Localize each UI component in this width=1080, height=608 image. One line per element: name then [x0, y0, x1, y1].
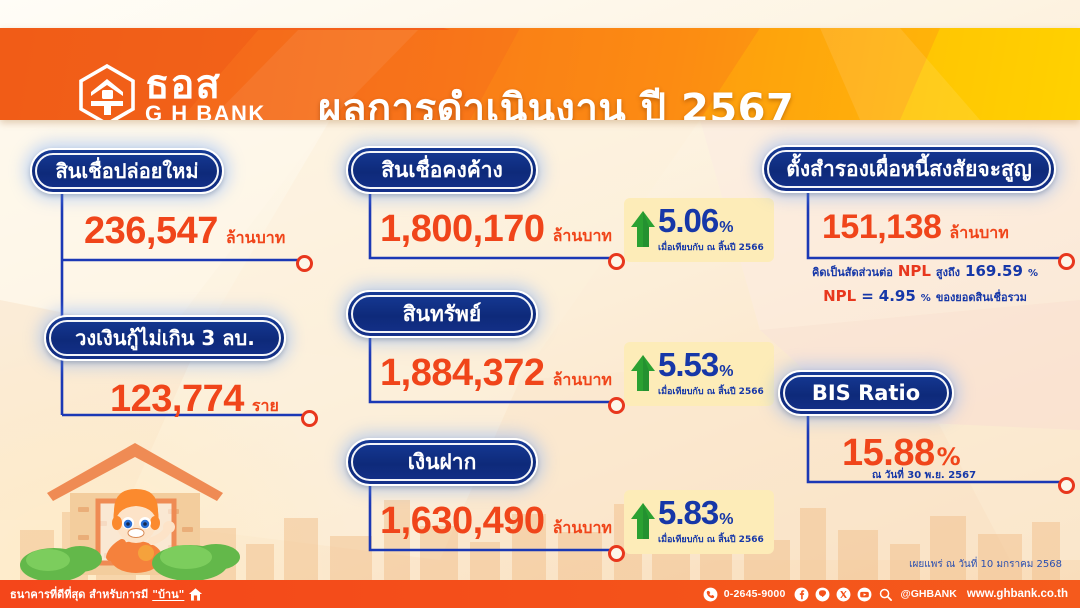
growth-value: 5.83 [658, 494, 719, 531]
metric-value-assets: 1,884,372 ล้านบาท [380, 352, 612, 395]
metric-label-doubtful-debt-provision[interactable]: ตั้งสำรองเผื่อหนี้สงสัยจะสูญ [762, 145, 1056, 193]
metric-number: 15.88 [842, 432, 935, 474]
npl-keyword: NPL [897, 262, 931, 280]
npl-note-mid: สูงถึง [935, 266, 961, 279]
metric-label-text: สินเชื่อคงค้าง [381, 157, 503, 182]
connector-dot-outstanding [608, 253, 625, 270]
header-roof-accent [150, 28, 450, 30]
growth-badge-outstanding-loans: 5.06 % เมื่อเทียบกับ ณ สิ้นปี 2566 [624, 198, 774, 262]
metric-unit: ราย [251, 396, 279, 415]
mascot-house-illustration [20, 443, 240, 580]
connector-dot-bis [1058, 477, 1075, 494]
growth-badge-assets: 5.53 % เมื่อเทียบกับ ณ สิ้นปี 2566 [624, 342, 774, 406]
growth-comparison-note: เมื่อเทียบกับ ณ สิ้นปี 2566 [658, 243, 764, 253]
metric-unit: ล้านบาท [225, 228, 286, 247]
growth-comparison-note: เมื่อเทียบกับ ณ สิ้นปี 2566 [658, 387, 764, 397]
x-icon[interactable] [836, 587, 851, 602]
metric-label-new-loans[interactable]: สินเชื่อปล่อยใหม่ [30, 148, 224, 194]
metric-label-text: วงเงินกู้ไม่เกิน 3 ลบ. [75, 326, 255, 350]
npl-share-percent: % [920, 293, 931, 304]
footer-slogan-prefix: ธนาคารที่ดีที่สุด สำหรับการมี [10, 588, 149, 601]
growth-value: 5.06 [658, 202, 719, 239]
line-icon[interactable] [815, 587, 830, 602]
growth-badge-deposits: 5.83 % เมื่อเทียบกับ ณ สิ้นปี 2566 [624, 490, 774, 554]
footer-website[interactable]: www.ghbank.co.th [966, 588, 1068, 600]
npl-ratio-percent: % [1027, 268, 1038, 279]
header-polygons [0, 28, 1080, 120]
metric-value-new-loans: 236,547 ล้านบาท [84, 210, 285, 253]
footer-slogan: ธนาคารที่ดีที่สุด สำหรับการมี "บ้าน" [10, 585, 203, 603]
bis-ratio-as-of-note: ณ วันที่ 30 พ.ย. 2567 [872, 470, 977, 481]
metric-number: 1,884,372 [380, 352, 545, 394]
metric-label-loan-under-3m[interactable]: วงเงินกู้ไม่เกิน 3 ลบ. [44, 315, 286, 361]
npl-share-row: NPL = 4.95 % ของยอดสินเชื่อรวม [800, 287, 1050, 306]
connector-dot-new-loans [296, 255, 313, 272]
metric-unit: % [936, 443, 961, 471]
metric-value-loan-under-3m: 123,774 ราย [110, 378, 279, 421]
arrow-up-icon [631, 211, 655, 247]
connector-dot-deposits [608, 545, 625, 562]
metric-unit: ล้านบาท [552, 226, 612, 245]
npl-ratio-row: คิดเป็นสัดส่วนต่อ NPL สูงถึง 169.59 % [800, 262, 1050, 281]
metric-number: 123,774 [110, 378, 244, 420]
metric-value-bis-ratio: 15.88 % [842, 432, 961, 475]
metric-label-text: BIS Ratio [811, 381, 921, 405]
footer-bar: ธนาคารที่ดีที่สุด สำหรับการมี "บ้าน" 0-2… [0, 580, 1080, 608]
footer-phone[interactable]: 0-2645-9000 [723, 588, 786, 600]
publish-date-note: เผยแพร่ ณ วันที่ 10 มกราคม 2568 [909, 559, 1062, 570]
percent-sign: % [719, 363, 734, 380]
npl-note-suffix: ของยอดสินเชื่อรวม [935, 291, 1027, 304]
npl-equals: = [861, 287, 874, 305]
npl-ratio-value: 169.59 [965, 262, 1023, 280]
metric-label-bis-ratio[interactable]: BIS Ratio [778, 370, 954, 416]
percent-sign: % [719, 511, 734, 528]
metric-label-text: เงินฝาก [407, 449, 477, 474]
footer-social-handle[interactable]: @GHBANK [900, 588, 957, 600]
phone-icon[interactable] [703, 587, 718, 602]
npl-keyword: NPL [823, 287, 857, 305]
metric-unit: ล้านบาท [552, 370, 612, 389]
page-title: ผลการดำเนินงาน ปี 2567 [318, 86, 795, 120]
metric-value-deposits: 1,630,490 ล้านบาท [380, 500, 612, 543]
npl-share-value: 4.95 [878, 287, 916, 305]
npl-notes: คิดเป็นสัดส่วนต่อ NPL สูงถึง 169.59 % NP… [800, 262, 1050, 312]
growth-comparison-note: เมื่อเทียบกับ ณ สิ้นปี 2566 [658, 535, 764, 545]
search-icon[interactable] [878, 587, 893, 602]
footer-contacts: 0-2645-9000 @GHBANK [703, 587, 1068, 602]
youtube-icon[interactable] [857, 587, 872, 602]
connector-dot-under-3m [301, 410, 318, 427]
logo-thai-text: ธอส [145, 62, 221, 108]
metric-number: 1,630,490 [380, 500, 545, 542]
metric-label-assets[interactable]: สินทรัพย์ [346, 290, 538, 338]
metric-label-text: ตั้งสำรองเผื่อหนี้สงสัยจะสูญ [786, 156, 1032, 181]
connector-lines [60, 185, 1062, 552]
metric-unit: ล้านบาท [949, 223, 1009, 242]
metric-number: 236,547 [84, 210, 218, 252]
arrow-up-icon [631, 503, 655, 539]
metric-value-outstanding-loans: 1,800,170 ล้านบาท [380, 208, 612, 251]
metric-label-text: สินทรัพย์ [402, 301, 482, 326]
metric-number: 1,800,170 [380, 208, 545, 250]
header-banner: ธอส G H BANK ผลการดำเนินงาน ปี 2567 [0, 28, 1080, 120]
metric-label-outstanding-loans[interactable]: สินเชื่อคงค้าง [346, 146, 538, 194]
metric-value-doubtful-debt-provision: 151,138 ล้านบาท [822, 208, 1009, 247]
percent-sign: % [719, 219, 734, 236]
metric-number: 151,138 [822, 208, 942, 246]
bank-logo: ธอส G H BANK [78, 64, 266, 120]
npl-note-prefix: คิดเป็นสัดส่วนต่อ [812, 266, 893, 279]
arrow-up-icon [631, 355, 655, 391]
growth-value: 5.53 [658, 346, 719, 383]
footer-slogan-quote: "บ้าน" [152, 588, 185, 601]
metric-unit: ล้านบาท [552, 518, 612, 537]
metric-label-text: สินเชื่อปล่อยใหม่ [55, 159, 199, 183]
facebook-icon[interactable] [794, 587, 809, 602]
connector-dot-provision [1058, 253, 1075, 270]
connector-dot-assets [608, 397, 625, 414]
ghbank-house-icon [79, 64, 135, 120]
metric-label-deposits[interactable]: เงินฝาก [346, 438, 538, 486]
logo-english-text: G H BANK [145, 101, 266, 121]
home-icon [189, 587, 203, 601]
